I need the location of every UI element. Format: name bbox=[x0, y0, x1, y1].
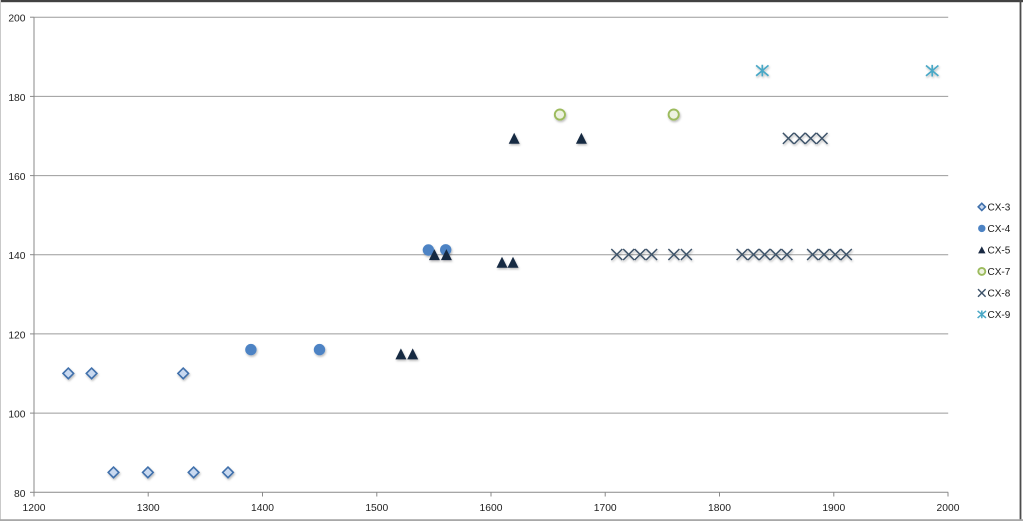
svg-text:1700: 1700 bbox=[594, 503, 617, 514]
svg-text:CX-5: CX-5 bbox=[988, 246, 1011, 257]
svg-text:180: 180 bbox=[8, 93, 25, 104]
svg-text:1300: 1300 bbox=[137, 503, 160, 514]
svg-text:CX-9: CX-9 bbox=[988, 310, 1011, 321]
svg-text:80: 80 bbox=[14, 489, 26, 500]
svg-text:2000: 2000 bbox=[937, 503, 960, 514]
svg-text:CX-7: CX-7 bbox=[988, 267, 1011, 278]
svg-text:200: 200 bbox=[8, 14, 25, 25]
svg-text:CX-4: CX-4 bbox=[988, 224, 1011, 235]
svg-text:1900: 1900 bbox=[822, 503, 845, 514]
svg-text:CX-8: CX-8 bbox=[988, 289, 1011, 300]
svg-text:CX-3: CX-3 bbox=[988, 203, 1011, 214]
svg-text:1600: 1600 bbox=[480, 503, 503, 514]
svg-text:1400: 1400 bbox=[251, 503, 274, 514]
svg-text:1800: 1800 bbox=[708, 503, 731, 514]
svg-text:1200: 1200 bbox=[23, 503, 46, 514]
svg-text:100: 100 bbox=[8, 410, 25, 421]
svg-text:120: 120 bbox=[8, 330, 25, 341]
svg-text:140: 140 bbox=[8, 251, 25, 262]
svg-text:160: 160 bbox=[8, 172, 25, 183]
svg-text:1500: 1500 bbox=[365, 503, 388, 514]
